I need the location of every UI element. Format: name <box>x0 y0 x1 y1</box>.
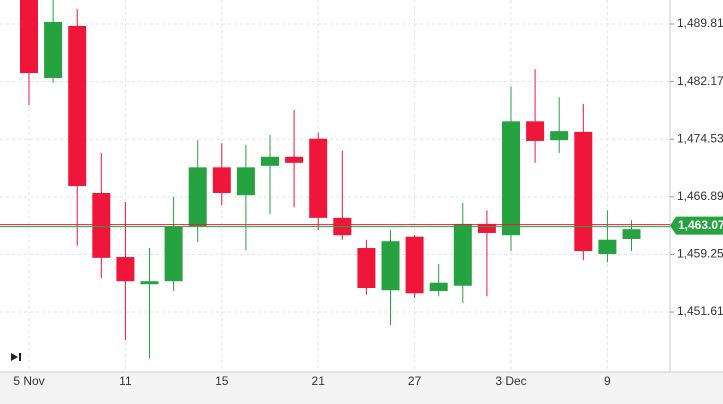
candle-body <box>140 281 159 285</box>
y-tick-label: 1,474.53 <box>677 131 723 145</box>
candle-body <box>550 131 569 141</box>
last-price-label: 1,463.07 <box>678 218 723 232</box>
candle-body <box>164 226 183 282</box>
candle-body <box>622 229 641 239</box>
y-tick-label: 1,466.89 <box>677 189 723 203</box>
x-tick-label: 9 <box>604 374 611 388</box>
plot-area <box>0 0 670 372</box>
x-tick-label: 21 <box>312 374 326 388</box>
candle-body <box>381 241 400 291</box>
candle-body <box>236 167 255 196</box>
candle-body <box>309 138 328 218</box>
candle-body <box>188 167 207 227</box>
candle-body <box>429 282 448 292</box>
candle-body <box>574 131 593 252</box>
x-tick-label: 5 Nov <box>13 374 44 388</box>
y-tick-label: 1,489.81 <box>677 16 723 30</box>
candle-body <box>453 223 472 286</box>
candle-body <box>477 223 496 233</box>
x-tick-label: 11 <box>119 374 132 388</box>
candle-body <box>212 167 231 193</box>
candle-body <box>357 248 376 288</box>
candle-body <box>116 257 135 282</box>
candle-body <box>20 0 38 73</box>
x-tick-label: 3 Dec <box>495 374 526 388</box>
candle-body <box>261 156 279 166</box>
last-price-tag <box>670 216 723 235</box>
candle-body <box>92 192 111 258</box>
candle-body <box>526 121 545 141</box>
x-tick-label: 27 <box>408 374 422 388</box>
candle-body <box>405 236 424 294</box>
y-tick-label: 1,451.61 <box>677 304 723 318</box>
candle-body <box>598 239 617 255</box>
candle-body <box>285 156 304 163</box>
candle-body <box>68 25 87 187</box>
candle-body <box>44 21 63 78</box>
y-tick-label: 1,459.25 <box>677 247 723 261</box>
y-tick-label: 1,482.17 <box>677 74 723 88</box>
candle-body <box>502 121 520 236</box>
scroll-button[interactable] <box>11 353 21 361</box>
x-axis-band <box>0 372 723 404</box>
x-tick-label: 15 <box>215 374 229 388</box>
